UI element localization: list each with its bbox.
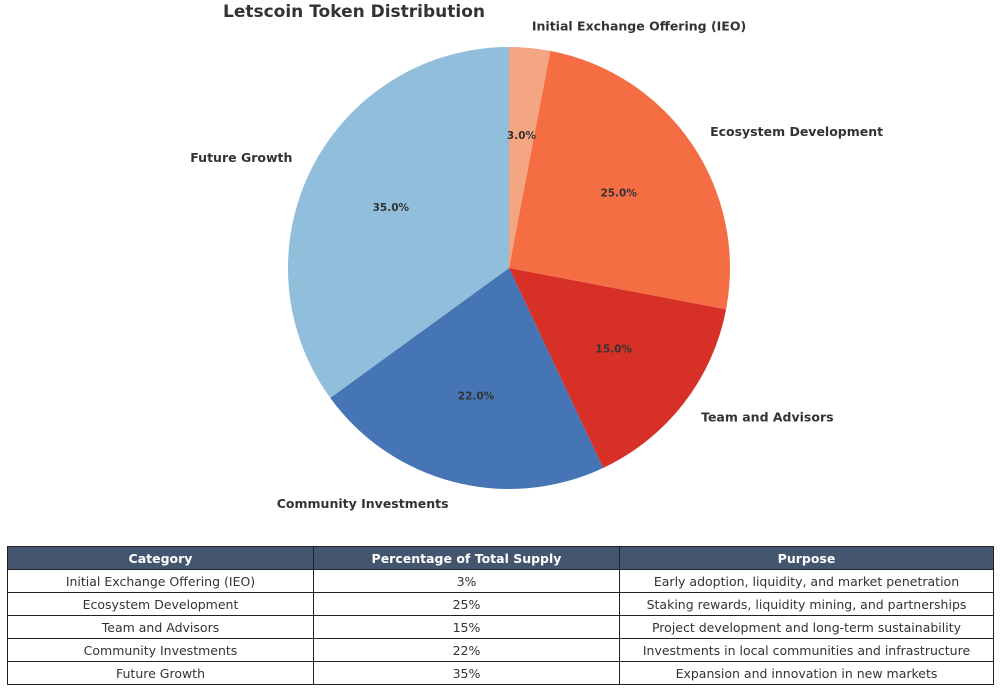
cell-purpose: Early adoption, liquidity, and market pe…: [619, 569, 994, 593]
cell-percentage: 35%: [313, 661, 620, 685]
cell-percentage: 3%: [313, 569, 620, 593]
slice-category-label: Initial Exchange Offering (IEO): [532, 18, 746, 33]
table-row: Community Investments 22% Investments in…: [7, 638, 994, 662]
table-row: Future Growth 35% Expansion and innovati…: [7, 661, 994, 685]
table-row: Initial Exchange Offering (IEO) 3% Early…: [7, 569, 994, 593]
pie-slice: [509, 268, 727, 468]
cell-purpose: Project development and long-term sustai…: [619, 615, 994, 639]
pie-slice: [509, 50, 731, 310]
table-row: Ecosystem Development 25% Staking reward…: [7, 592, 994, 616]
table-row: Team and Advisors 15% Project developmen…: [7, 615, 994, 639]
slice-category-label: Team and Advisors: [701, 409, 833, 424]
pie-slice: [288, 47, 509, 398]
cell-category: Ecosystem Development: [7, 592, 314, 616]
header-purpose: Purpose: [619, 546, 994, 570]
slice-category-label: Community Investments: [277, 496, 449, 511]
pie-slice: [330, 268, 604, 490]
cell-category: Community Investments: [7, 638, 314, 662]
pie-labels: 3.0% Initial Exchange Offering (IEO) 25.0%…: [190, 18, 883, 510]
cell-purpose: Investments in local communities and inf…: [619, 638, 994, 662]
pie-slice: [509, 47, 551, 268]
header-percentage: Percentage of Total Supply: [313, 546, 620, 570]
cell-category: Initial Exchange Offering (IEO): [7, 569, 314, 593]
slice-category-label: Future Growth: [190, 150, 292, 165]
header-category: Category: [7, 546, 314, 570]
distribution-table: Category Percentage of Total Supply Purp…: [7, 546, 994, 685]
slice-percent-label: 15.0%: [596, 343, 633, 355]
slice-percent-label: 35.0%: [373, 202, 410, 214]
pie-slices: [288, 47, 731, 490]
cell-percentage: 22%: [313, 638, 620, 662]
cell-purpose: Expansion and innovation in new markets: [619, 661, 994, 685]
slice-percent-label: 3.0%: [507, 130, 537, 142]
table-header-row: Category Percentage of Total Supply Purp…: [7, 546, 994, 570]
cell-category: Team and Advisors: [7, 615, 314, 639]
slice-percent-label: 25.0%: [600, 187, 637, 199]
slice-category-label: Ecosystem Development: [710, 124, 883, 139]
cell-category: Future Growth: [7, 661, 314, 685]
pie-chart: 3.0% Initial Exchange Offering (IEO) 25.0%…: [190, 18, 883, 510]
cell-purpose: Staking rewards, liquidity mining, and p…: [619, 592, 994, 616]
slice-percent-label: 22.0%: [458, 390, 495, 402]
cell-percentage: 25%: [313, 592, 620, 616]
cell-percentage: 15%: [313, 615, 620, 639]
chart-title: Letscoin Token Distribution: [222, 2, 486, 22]
